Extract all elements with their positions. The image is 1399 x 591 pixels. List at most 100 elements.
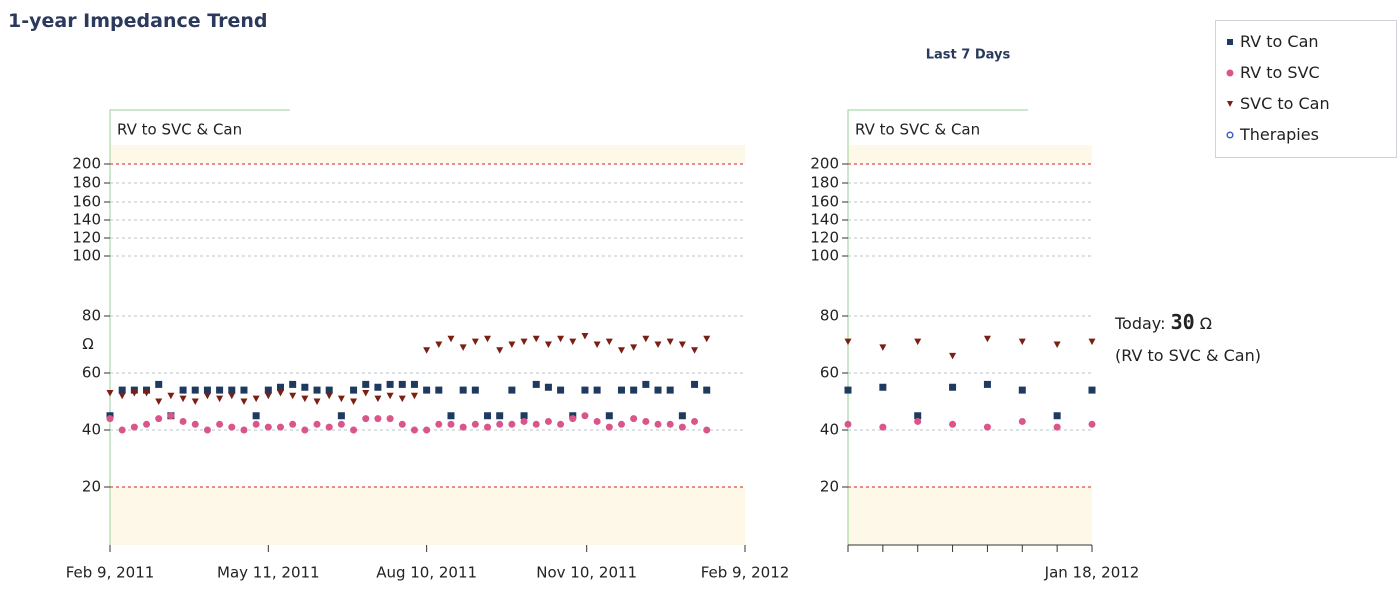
- point: [1088, 420, 1096, 428]
- point: [240, 386, 248, 394]
- point: [301, 426, 309, 434]
- point: [844, 386, 852, 394]
- today-label: Today:: [1115, 314, 1166, 333]
- today-line: Today: 30 Ω: [1115, 306, 1261, 340]
- point: [276, 423, 284, 431]
- point: [228, 392, 236, 400]
- point: [118, 392, 126, 400]
- chart-subtitle: RV to SVC & Can: [855, 121, 980, 139]
- legend-item: RV to Can: [1224, 26, 1396, 57]
- point: [593, 386, 601, 394]
- point: [879, 383, 887, 391]
- point: [228, 423, 236, 431]
- chart-title: Last 7 Days: [926, 48, 1011, 63]
- y-tick-label: 20: [82, 478, 101, 496]
- point: [240, 426, 248, 434]
- legend-label: SVC to Can: [1240, 94, 1330, 113]
- y-tick-label: 120: [810, 229, 839, 247]
- point: [374, 395, 382, 403]
- legend-marker: [1227, 100, 1233, 107]
- y-tick-label: 20: [820, 478, 839, 496]
- point: [252, 412, 260, 420]
- normal-range: [848, 164, 1092, 487]
- point: [216, 395, 224, 403]
- point: [520, 338, 528, 346]
- point: [544, 341, 552, 348]
- point: [1018, 417, 1026, 425]
- point: [325, 423, 333, 431]
- point: [703, 386, 711, 394]
- point: [983, 380, 991, 388]
- point: [496, 347, 504, 354]
- point: [617, 386, 625, 394]
- point: [914, 412, 922, 420]
- point: [557, 335, 565, 343]
- point: [581, 332, 589, 340]
- legend-item: SVC to Can: [1224, 88, 1396, 119]
- point: [508, 420, 516, 428]
- y-tick-label: 140: [72, 211, 101, 229]
- point: [914, 417, 922, 425]
- point: [106, 389, 114, 397]
- legend-label: RV to Can: [1240, 32, 1319, 51]
- legend-symbol: [1226, 130, 1234, 139]
- chart-title: 1-year Impedance Trend: [8, 10, 268, 32]
- x-tick-label: Feb 9, 2012: [701, 564, 790, 582]
- x-tick-label: May 11, 2011: [217, 564, 320, 582]
- point: [410, 380, 418, 388]
- point: [155, 380, 163, 388]
- today-value: 30: [1170, 310, 1195, 334]
- point: [374, 383, 382, 391]
- y-tick-label: 80: [82, 307, 101, 325]
- point: [118, 386, 126, 394]
- y-tick-label: 160: [810, 193, 839, 211]
- subtitle-frame: [109, 109, 290, 545]
- point: [617, 347, 625, 354]
- point: [264, 392, 272, 400]
- point: [398, 380, 406, 388]
- y-tick-label: 40: [820, 421, 839, 439]
- point: [1018, 338, 1026, 346]
- point: [130, 389, 138, 397]
- point: [949, 383, 957, 391]
- point: [642, 417, 650, 425]
- point: [569, 415, 577, 423]
- point: [1088, 386, 1096, 394]
- point: [386, 415, 394, 423]
- legend-item: Therapies: [1224, 119, 1396, 150]
- legend-marker: [1226, 130, 1234, 139]
- point: [313, 398, 321, 405]
- point: [642, 335, 650, 343]
- point: [167, 392, 175, 400]
- point: [398, 395, 406, 403]
- point: [410, 426, 418, 434]
- point: [447, 420, 455, 428]
- point: [879, 344, 887, 351]
- point: [844, 338, 852, 346]
- point: [191, 420, 199, 428]
- point: [362, 389, 370, 397]
- point: [143, 389, 151, 397]
- point: [605, 412, 613, 420]
- point: [678, 423, 686, 431]
- point: [471, 420, 479, 428]
- point: [484, 335, 492, 343]
- point: [362, 415, 370, 423]
- y-tick-label: 140: [810, 211, 839, 229]
- y-tick-label: 180: [72, 174, 101, 192]
- point: [155, 415, 163, 423]
- point: [423, 426, 431, 434]
- point: [484, 423, 492, 431]
- point: [983, 423, 991, 431]
- legend-item: RV to SVC: [1224, 57, 1396, 88]
- point: [435, 386, 443, 394]
- point: [240, 398, 248, 405]
- point: [593, 417, 601, 425]
- point: [605, 423, 613, 431]
- point: [374, 415, 382, 423]
- point: [325, 386, 333, 394]
- point: [252, 420, 260, 428]
- point: [593, 341, 601, 348]
- legend-marker: [1227, 38, 1233, 45]
